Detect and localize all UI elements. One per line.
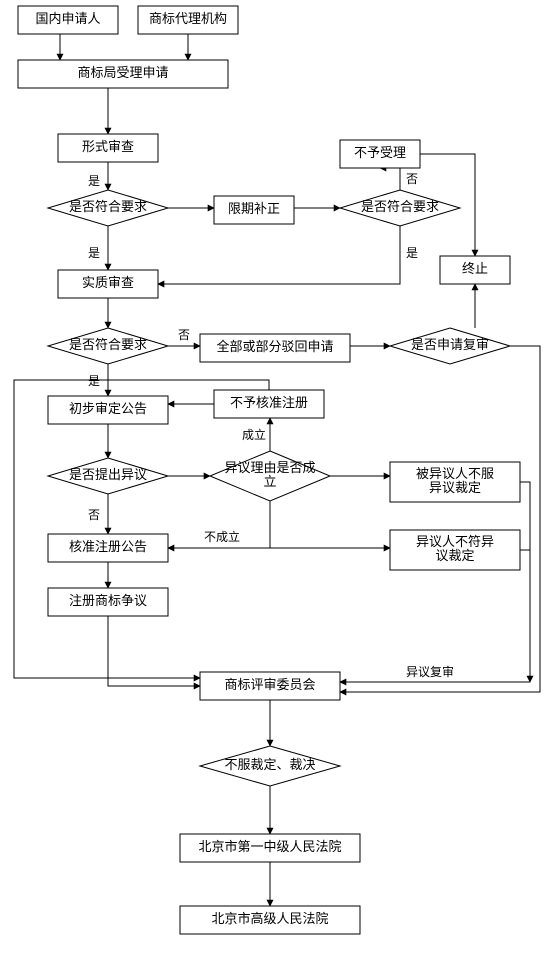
label-n10: 实质审查: [82, 275, 134, 290]
edge-6: [380, 168, 400, 190]
edge-label-19: 成立: [242, 427, 266, 442]
edge-22: [270, 501, 390, 548]
edge-label-11: 否: [178, 328, 190, 342]
label-n22: 商标评审委员会: [224, 677, 315, 692]
label-n23: 不服裁定、裁决: [224, 757, 315, 772]
label-n11: 是否符合要求: [69, 337, 147, 352]
label-n15: 不予核准注册: [230, 395, 308, 410]
edge-25: [520, 550, 530, 682]
label-n3: 商标局受理申请: [77, 65, 168, 80]
label-n21: 注册商标争议: [69, 593, 147, 608]
label-n5: 是否符合要求: [69, 199, 147, 214]
label-n24: 北京市第一中级人民法院: [198, 839, 341, 854]
label-n25: 北京市高级人民法院: [211, 911, 328, 926]
label-n19: 核准注册公告: [69, 539, 147, 554]
label-n4: 形式审查: [82, 139, 134, 154]
edge-label-6: 否: [406, 172, 418, 186]
edge-label-7: 是: [406, 246, 418, 260]
label-n13: 是否申请复审: [411, 337, 489, 352]
label-n14: 初步审定公告: [69, 401, 147, 416]
edge-14: [340, 346, 540, 692]
label-n7: 是否符合要求: [361, 199, 439, 214]
label-n18: 被异议人不服: [416, 466, 494, 481]
label-n2: 商标代理机构: [149, 11, 227, 26]
label-n17: 异议理由是否成: [224, 460, 315, 475]
edge-label-9: 是: [88, 246, 100, 260]
label-n20: 异议人不符异: [416, 534, 494, 549]
label-n6: 限期补正: [228, 201, 280, 216]
edge-label-21: 不成立: [204, 529, 240, 544]
label-n1: 国内申请人: [35, 11, 100, 26]
edge-label-24: 异议复审: [406, 664, 454, 679]
label-n8: 不予受理: [354, 145, 406, 160]
label-n17: 立: [263, 474, 276, 489]
edge-label-15: 是: [88, 374, 100, 388]
label-n20: 议裁定: [435, 548, 474, 563]
label-n18: 异议裁定: [429, 480, 481, 495]
edge-label-17: 否: [88, 508, 100, 522]
edge-24: [340, 482, 530, 682]
label-n16: 是否提出异议: [69, 467, 147, 482]
edge-27: [108, 616, 200, 686]
edge-7: [158, 226, 400, 284]
label-n12: 全部或部分驳回申请: [216, 339, 333, 354]
edge-label-3: 是: [88, 174, 100, 188]
label-n9: 终止: [462, 261, 488, 276]
